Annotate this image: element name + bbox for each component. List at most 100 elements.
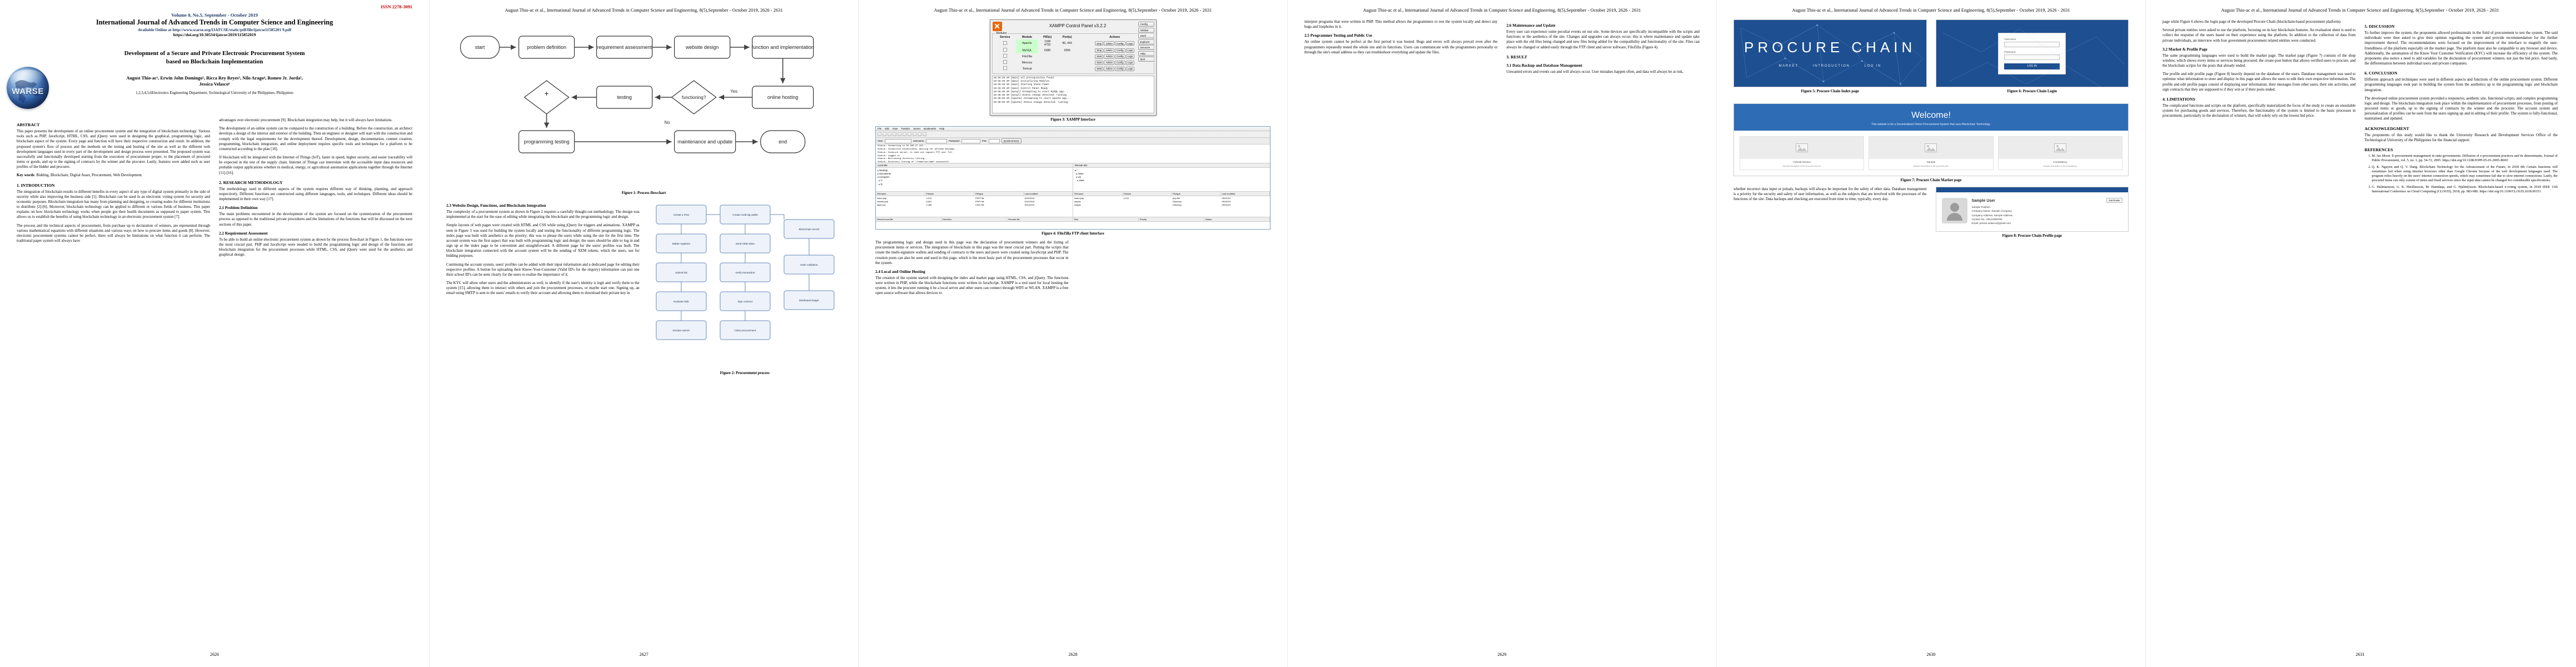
procure-chain-market-page[interactable]: Welcome! This website is for a Decentral… [1733,103,2129,176]
mysql-actions[interactable]: Stop Admin Config Logs [1078,47,1152,53]
username-input[interactable] [926,138,948,143]
list-item[interactable]: index.php 4,212 php-file 09/12/19 [1074,196,1231,200]
queue-col-priority[interactable]: Priority [1139,217,1204,221]
menu-edit[interactable]: Edit [885,127,889,130]
mysql-admin-button[interactable]: Admin [1104,48,1114,53]
remote-col-modified[interactable]: Last modified [1221,192,1270,196]
table-row[interactable]: Tomcat Start Admin Config Logs [994,66,1152,72]
local-pane[interactable]: Local site: ▸ Desktop ▸ Documents ▾ Comp… [876,163,1073,217]
tomcat-admin-button[interactable]: Admin [1104,66,1114,71]
remote-col-filesize[interactable]: Filesize [1123,192,1172,196]
menu-bookmarks[interactable]: Bookmarks [924,127,936,130]
reconnect-icon[interactable] [923,132,926,136]
apache-stop-button[interactable]: Stop [1095,41,1104,46]
xampp-netstat-button[interactable]: Netstat [1138,27,1154,33]
market-card[interactable]: Tutorial Service Sample description of t… [1740,136,1865,170]
tomcat-config-button[interactable]: Config [1114,66,1125,71]
procure-chain-login-page[interactable]: Username Password LOG IN [1935,19,2129,87]
list-item[interactable]: index.php 4,212 PHP File 9/12/2019 [877,196,1035,200]
remote-col-filename[interactable]: Filename [1073,192,1123,196]
xampp-side-buttons[interactable]: Config Netstat Shell Explorer Services H… [1138,22,1154,62]
tomcat-service-checkbox[interactable] [1003,66,1007,70]
mercury-service-checkbox[interactable] [1003,60,1007,64]
filezilla-config-button[interactable]: Config [1114,54,1125,59]
filezilla-start-button[interactable]: Start [1095,54,1104,59]
tree-item[interactable]: ▾ var [1075,176,1082,179]
tree-item[interactable]: ▾ / [1075,169,1078,172]
mercury-config-button[interactable]: Config [1114,60,1125,65]
tree-item[interactable]: ▸ home [1075,172,1084,176]
queue-col-size[interactable]: Size [1073,217,1139,221]
table-row[interactable]: Apache 1168 4752 80, 443 Stop Admin Config L… [994,39,1152,47]
filezilla-quickconnect-bar[interactable]: Host: Username: Password: Port: Quickcon… [876,138,1270,145]
list-item[interactable]: style.css 2,180 CSS File 9/11/2019 [877,203,1034,206]
menu-help[interactable]: Help [939,127,945,130]
mysql-logs-button[interactable]: Logs [1125,48,1135,53]
port-input[interactable] [988,138,1000,143]
remote-col-filetype[interactable]: Filetype [1172,192,1221,196]
mysql-service-checkbox[interactable] [1003,48,1007,52]
queue-col-remote[interactable]: Remote file [1007,217,1073,221]
doi-link[interactable]: https://doi.org/10.30534/ijatcse/2019/11… [173,32,256,37]
tree-item[interactable]: ▸ Documents [878,172,891,176]
list-item[interactable]: assets Directory 09/10/19 [1074,200,1231,203]
nav-market[interactable]: MARKET [1778,64,1798,68]
tree-item[interactable]: ▸ C: [878,179,883,182]
market-cards[interactable]: Tutorial Service Sample description of t… [1734,131,2128,176]
host-input[interactable] [884,138,911,143]
apache-logs-button[interactable]: Logs [1125,41,1135,46]
login-button[interactable]: LOG IN [2004,63,2060,69]
menu-file[interactable]: File [878,127,882,130]
local-directory-tree[interactable]: ▸ Desktop ▸ Documents ▾ Computer ▸ C: ▸ … [876,168,1073,191]
local-col-filetype[interactable]: Filetype [974,192,1024,196]
mercury-actions[interactable]: Start Admin Config Logs [1078,59,1152,66]
tree-item[interactable]: ▸ www [1075,179,1084,182]
sitemanager-icon[interactable] [878,132,881,136]
queue-col-direction[interactable]: Direction [941,217,1008,221]
service-checkbox-cell[interactable] [994,59,1017,66]
xampp-control-panel[interactable]: XAMPP Control Panel v3.2.2 Config Netsta… [989,19,1157,116]
xampp-log-area[interactable]: 10:26:29 AM [main] all prerequisites fou… [991,76,1154,113]
search-icon[interactable] [908,132,911,136]
mysql-stop-button[interactable]: Stop [1095,48,1104,53]
tree-item[interactable]: ▾ Computer [878,176,890,179]
market-card[interactable]: Consultancy Sample description of the co… [1997,136,2122,170]
remote-file-list[interactable]: Filename Filesize Filetype Last modified… [1073,191,1270,217]
procure-chain-profile-page[interactable]: Edit Profile Sample User Sample Position… [1935,186,2129,232]
site-nav[interactable]: MARKET INTRODUCTION LOG IN [1778,64,1881,68]
edit-profile-button[interactable]: Edit Profile [2106,197,2122,203]
filezilla-toolbar[interactable] [876,131,1270,138]
local-col-modified[interactable]: Last modified [1024,192,1073,196]
mysql-config-button[interactable]: Config [1114,48,1125,53]
market-card[interactable]: Sample Sample description of the procure… [1869,136,1994,170]
quickconnect-button[interactable]: Quickconnect [1001,138,1022,143]
sync-icon[interactable] [898,132,901,136]
service-checkbox-cell[interactable] [994,39,1017,47]
table-row[interactable]: Mercury Start Admin Config Logs [994,59,1152,66]
login-card[interactable]: Username Password LOG IN [1998,32,2066,74]
menu-server[interactable]: Server [913,127,921,130]
menu-view[interactable]: View [892,127,898,130]
nav-login[interactable]: LOG IN [1864,64,1882,68]
apache-actions[interactable]: Stop Admin Config Logs [1078,39,1152,47]
tomcat-start-button[interactable]: Start [1095,66,1104,71]
remote-directory-tree[interactable]: ▾ / ▸ home ▾ var ▸ www [1073,168,1270,191]
mercury-logs-button[interactable]: Logs [1125,60,1135,65]
service-checkbox-cell[interactable] [994,47,1017,53]
queue-icon[interactable] [888,132,891,136]
filezilla-service-checkbox[interactable] [1003,54,1007,58]
remote-pane[interactable]: Remote site: ▾ / ▸ home ▾ var ▸ www File… [1073,163,1270,217]
local-col-filesize[interactable]: Filesize [925,192,974,196]
nav-introduction[interactable]: INTRODUCTION [1812,64,1850,68]
table-row[interactable]: FileZilla Start Admin Config Logs [994,53,1152,59]
service-checkbox-cell[interactable] [994,66,1017,72]
apache-config-button[interactable]: Config [1114,41,1125,46]
service-checkbox-cell[interactable] [994,53,1017,59]
tree-item[interactable]: ▸ Desktop [878,169,888,172]
filezilla-menubar[interactable]: File Edit View Transfer Server Bookmarks… [876,127,1270,131]
password-input[interactable] [961,138,980,143]
cancel-icon[interactable] [913,132,916,136]
procure-chain-index-page[interactable]: PROCURE CHAIN MARKET INTRODUCTION LOG IN [1733,19,1927,87]
apache-admin-button[interactable]: Admin [1104,41,1114,46]
